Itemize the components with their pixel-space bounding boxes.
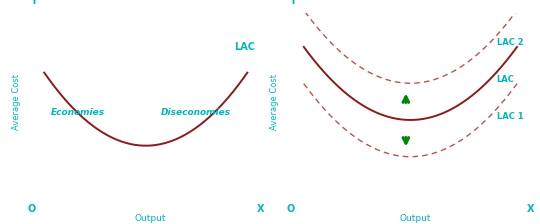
Text: Y: Y — [30, 0, 37, 6]
Text: Output: Output — [399, 214, 431, 223]
Text: Y: Y — [289, 0, 296, 6]
Text: Average Cost: Average Cost — [270, 74, 279, 130]
Text: LAC 2: LAC 2 — [497, 38, 523, 47]
Text: LAC: LAC — [234, 41, 255, 52]
Text: Diseconomies: Diseconomies — [161, 108, 231, 117]
Text: Output: Output — [134, 214, 166, 223]
Text: O: O — [27, 205, 36, 214]
Text: X: X — [256, 205, 264, 214]
Text: LAC 1: LAC 1 — [497, 112, 523, 121]
Text: X: X — [527, 205, 535, 214]
Text: O: O — [286, 205, 294, 214]
Text: Average Cost: Average Cost — [12, 74, 21, 130]
Text: Economies: Economies — [51, 108, 105, 117]
Text: LAC: LAC — [497, 75, 515, 84]
